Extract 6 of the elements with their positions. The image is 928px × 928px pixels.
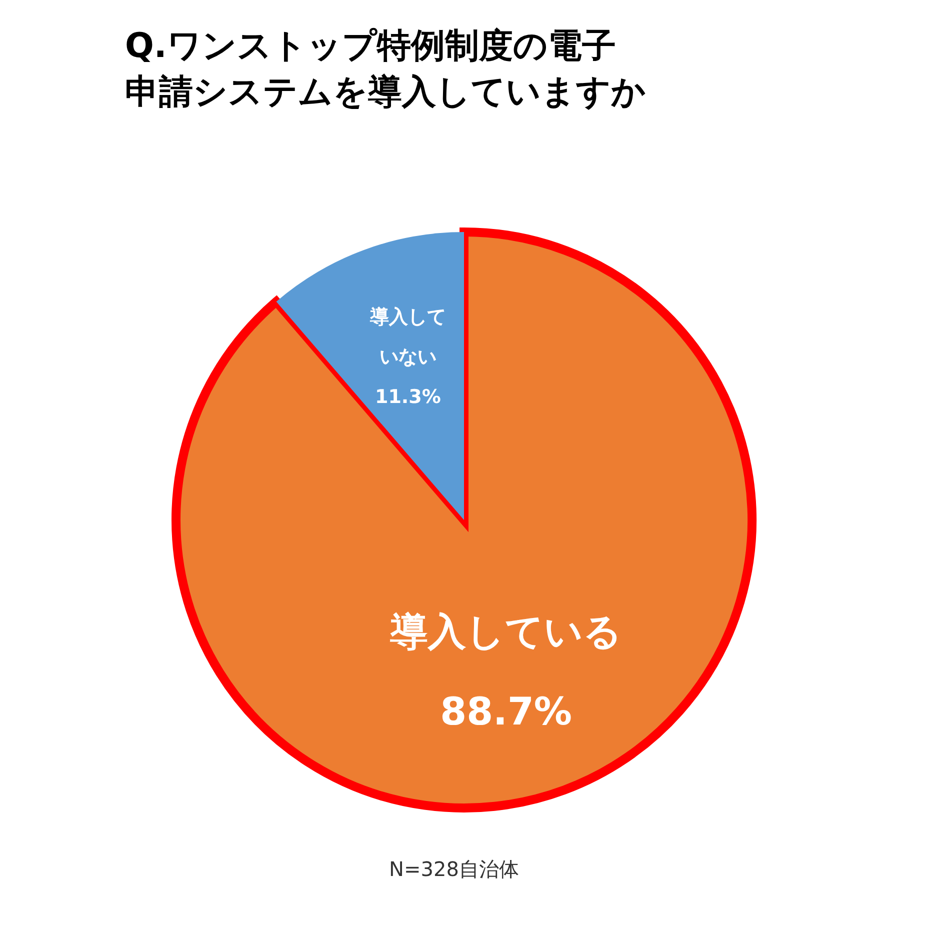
chart-title: Q.ワンストップ特例制度の電子申請システムを導入していますか (125, 26, 646, 112)
slice-label: 導入している (389, 609, 622, 654)
slice-label: 導入していない (368, 306, 446, 368)
data-label: 11.3% (374, 386, 441, 408)
data-label: 88.7% (440, 689, 572, 734)
text: N=328自治体 (389, 857, 519, 881)
